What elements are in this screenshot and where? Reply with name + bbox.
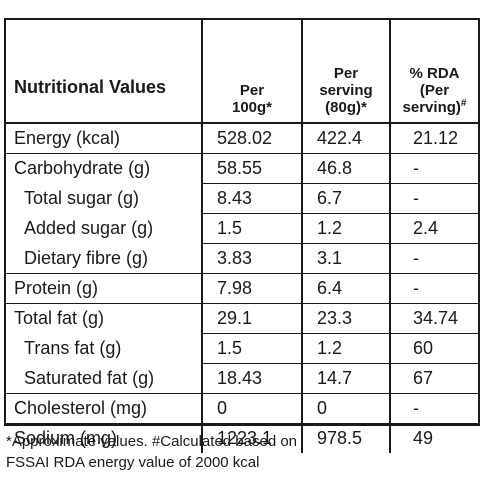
table-row: Total sugar (g) 8.43 6.7 - (6, 183, 478, 214)
table-row: Dietary fibre (g) 3.83 3.1 - (6, 243, 478, 274)
value-rda: 21.12 (389, 123, 478, 154)
table-row: Energy (kcal) 528.02 422.4 21.12 (6, 123, 478, 154)
value-rda: - (389, 393, 478, 424)
value-per-100g: 0 (201, 393, 302, 424)
value-per-serving: 46.8 (301, 153, 390, 184)
value-per-serving: 1.2 (301, 213, 390, 244)
value-per-100g: 29.1 (201, 303, 302, 334)
footnote: *Approximate values. #Calculated based o… (6, 431, 494, 473)
nutrient-name: Total fat (g) (6, 303, 202, 334)
value-per-serving: 1.2 (301, 333, 390, 364)
table-row: Trans fat (g) 1.5 1.2 60 (6, 333, 478, 364)
table-row: Sodium (mg) 1223.1 978.5 49 (6, 423, 478, 453)
value-rda: 67 (389, 363, 478, 394)
nutrient-name: Saturated fat (g) (24, 367, 155, 388)
header-nutritional-values: Nutritional Values (6, 20, 202, 124)
header-row: Nutritional Values Per 100g* Per serving (8… (6, 20, 478, 124)
value-rda: - (389, 243, 478, 274)
value-per-serving: 14.7 (301, 363, 390, 394)
table-row: Protein (g) 7.98 6.4 - (6, 273, 478, 304)
table-row: Total fat (g) 29.1 23.3 34.74 (6, 303, 478, 334)
value-per-serving: 422.4 (301, 123, 390, 154)
value-per-serving: 23.3 (301, 303, 390, 334)
nutrient-name: Dietary fibre (g) (24, 247, 149, 268)
value-per-serving: 0 (301, 393, 390, 424)
value-per-serving: 978.5 (301, 423, 390, 453)
table-row: Saturated fat (g) 18.43 14.7 67 (6, 363, 478, 394)
value-per-serving: 6.7 (301, 183, 390, 214)
value-per-100g: 58.55 (201, 153, 302, 184)
footnote-line: FSSAI RDA energy value of 2000 kcal (6, 454, 260, 471)
value-per-100g: 528.02 (201, 123, 302, 154)
nutrient-name: Sodium (mg) (6, 423, 202, 453)
header-per-serving: Per serving (80g)* (301, 20, 390, 124)
value-per-100g: 3.83 (201, 243, 302, 274)
nutrient-name: Total sugar (g) (24, 188, 140, 208)
nutrient-name: Protein (g) (6, 273, 202, 304)
header-rda: % RDA (Per serving)# (389, 20, 478, 124)
value-rda: 60 (389, 333, 478, 364)
nutrient-name: Added sugar (g) (24, 218, 154, 238)
value-per-100g: 1.5 (201, 213, 302, 244)
value-rda: - (389, 183, 478, 214)
nutrient-name: Cholesterol (mg) (6, 393, 202, 424)
value-per-100g: 8.43 (201, 183, 302, 214)
header-per-100g: Per 100g* (201, 20, 302, 124)
value-per-100g: 1.5 (201, 333, 302, 364)
value-per-serving: 3.1 (301, 243, 390, 274)
value-rda: - (389, 273, 478, 304)
value-rda: - (389, 153, 478, 184)
table-row: Carbohydrate (g) 58.55 46.8 - (6, 153, 478, 184)
nutrient-name: Trans fat (g) (24, 338, 122, 358)
value-per-serving: 6.4 (301, 273, 390, 304)
table-row: Added sugar (g) 1.5 1.2 2.4 (6, 213, 478, 244)
value-rda: 34.74 (389, 303, 478, 334)
value-per-100g: 7.98 (201, 273, 302, 304)
value-per-100g: 18.43 (201, 363, 302, 394)
value-rda: 49 (389, 423, 478, 453)
value-per-100g: 1223.1 (201, 423, 302, 453)
nutrient-name: Energy (kcal) (14, 128, 121, 148)
nutrient-name: Carbohydrate (g) (6, 153, 202, 184)
footnote-line: *Approximate values. #Calculated based o… (6, 433, 298, 450)
value-rda: 2.4 (389, 213, 478, 244)
nutrition-table: Nutritional Values Per 100g* Per serving (8… (6, 20, 478, 453)
table-row: Cholesterol (mg) 0 0 - (6, 393, 478, 424)
nutrition-table-panel: Nutritional Values Per 100g* Per serving (8… (4, 18, 480, 453)
